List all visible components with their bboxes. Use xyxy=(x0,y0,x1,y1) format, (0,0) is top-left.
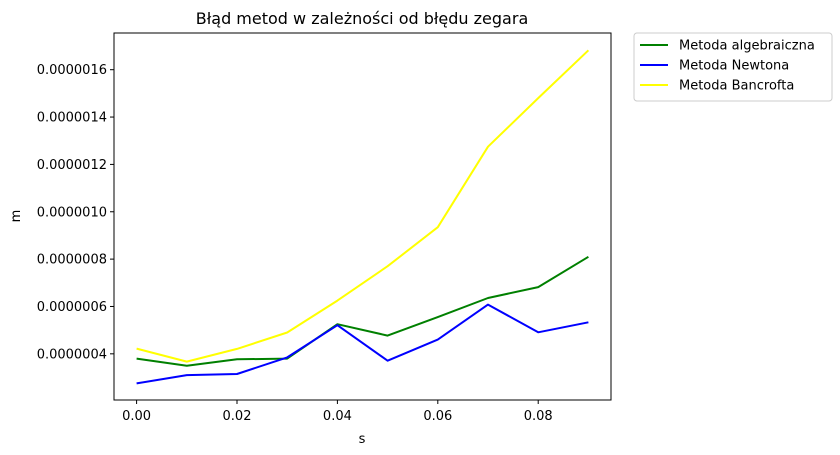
y-tick-label: 0.0000012 xyxy=(37,158,107,173)
x-tick-label: 0.06 xyxy=(423,409,452,424)
x-tick-label: 0.08 xyxy=(524,409,553,424)
y-axis-label: m xyxy=(9,210,24,223)
series-line-0 xyxy=(136,255,589,367)
legend-label-2: Metoda Bancrofta xyxy=(679,79,794,94)
chart-title: Błąd metod w zależności od błędu zegara xyxy=(196,9,529,28)
y-tick-label: 0.0000010 xyxy=(37,205,107,220)
axes-frame xyxy=(113,32,612,401)
series-line-1 xyxy=(136,303,589,385)
x-tick-label: 0.04 xyxy=(323,409,352,424)
y-tick-label: 0.0000006 xyxy=(37,300,107,315)
x-axis-ticks: 0.00 0.02 0.04 0.06 0.08 xyxy=(122,400,553,424)
plot-lines xyxy=(136,49,590,385)
y-tick-label: 0.0000014 xyxy=(37,111,107,126)
x-tick-label: 0.00 xyxy=(122,409,151,424)
x-tick-label: 0.02 xyxy=(223,409,252,424)
series-line-2 xyxy=(136,49,590,363)
y-tick-label: 0.0000004 xyxy=(37,347,107,362)
y-tick-label: 0.0000008 xyxy=(37,253,107,268)
x-axis-label: s xyxy=(359,432,366,447)
y-tick-label: 0.0000016 xyxy=(37,63,107,78)
legend-label-0: Metoda algebraiczna xyxy=(679,39,815,54)
legend-box xyxy=(633,32,833,102)
legend: Metoda algebraiczna Metoda Newtona Metoda … xyxy=(633,32,833,102)
y-axis-ticks: 0.0000004 0.0000006 0.0000008 0.0000010 0.00… xyxy=(37,63,114,362)
legend-label-1: Metoda Newtona xyxy=(679,59,789,74)
